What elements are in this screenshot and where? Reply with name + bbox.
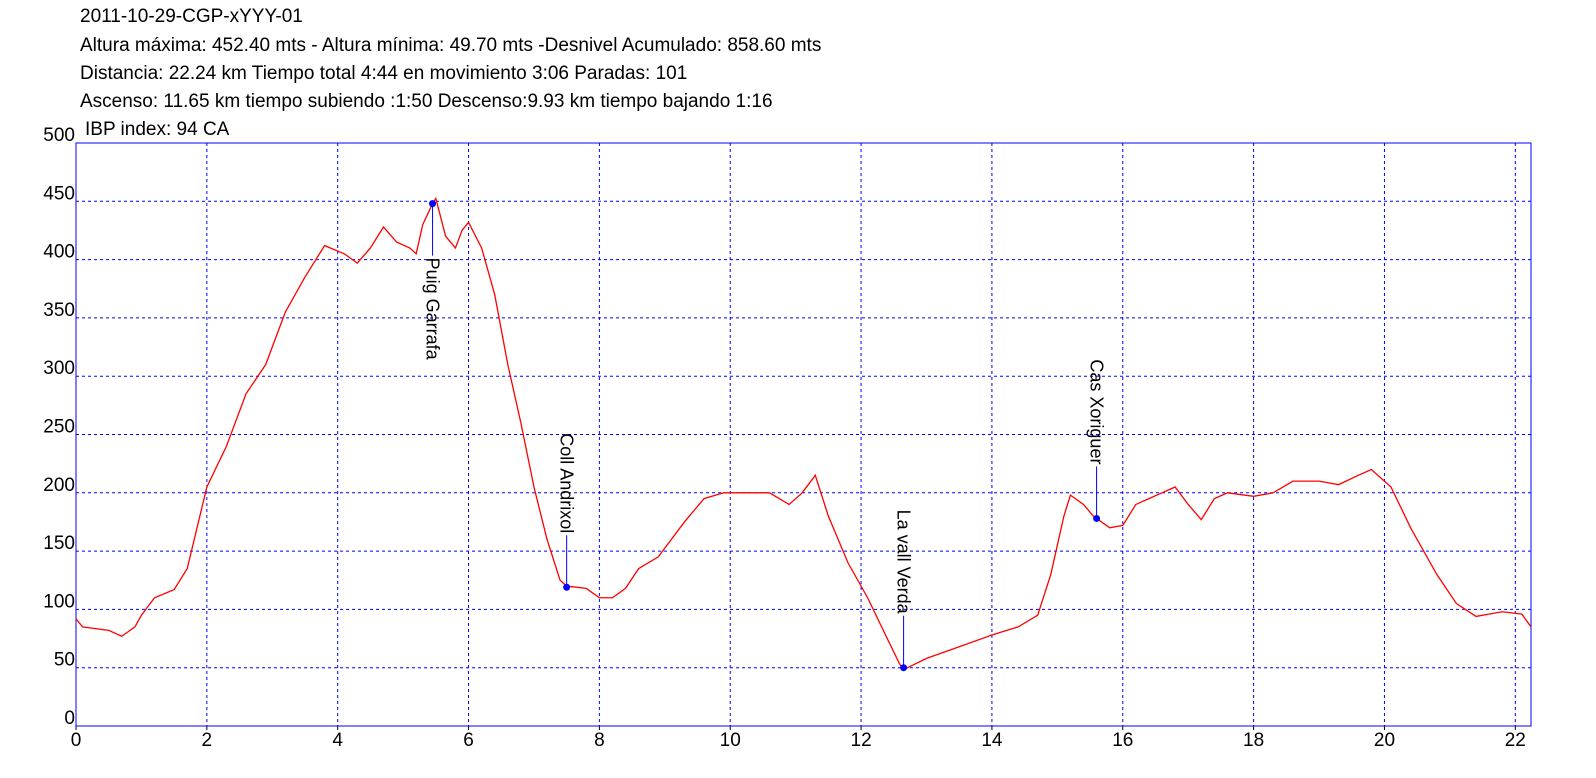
x-tick-label: 4 — [332, 730, 343, 751]
x-tick-label: 20 — [1374, 730, 1395, 751]
waypoint — [429, 200, 437, 208]
subtitle: Altura máxima: 452.40 mts - Altura mínim… — [80, 35, 821, 56]
subtitle: IBP index: 94 CA — [85, 119, 230, 140]
x-tick-label: 0 — [71, 730, 82, 751]
x-tick-label: 12 — [851, 730, 872, 751]
waypoint-label: Puig Garrafa — [423, 258, 443, 361]
subtitle: Ascenso: 11.65 km tiempo subiendo :1:50 … — [80, 91, 773, 112]
x-tick-label: 18 — [1243, 730, 1264, 751]
x-tick-label: 16 — [1112, 730, 1133, 751]
waypoint-label: Cas Xoriguer — [1087, 359, 1107, 464]
y-tick-label: 150 — [43, 533, 75, 554]
y-tick-label: 500 — [43, 125, 75, 146]
chart-title: 2011-10-29-CGP-xYYY-01 — [80, 6, 303, 27]
elevation-line — [75, 196, 1532, 669]
waypoint — [1093, 514, 1101, 522]
waypoint — [563, 583, 571, 591]
y-tick-label: 300 — [43, 358, 75, 379]
x-tick-label: 14 — [981, 730, 1003, 751]
subtitle: Distancia: 22.24 km Tiempo total 4:44 en… — [80, 63, 687, 84]
waypoint — [900, 664, 908, 672]
x-tick-label: 8 — [594, 730, 605, 751]
x-tick-label: 6 — [463, 730, 474, 751]
waypoint-label: Coll Andrixol — [557, 433, 577, 533]
x-tick-label: 10 — [720, 730, 741, 751]
y-tick-label: 50 — [54, 650, 75, 671]
waypoint-label: La vall Verda — [894, 510, 914, 615]
y-tick-label: 0 — [64, 708, 75, 729]
y-tick-label: 450 — [43, 183, 75, 204]
y-tick-label: 350 — [43, 300, 75, 321]
y-tick-label: 400 — [43, 242, 75, 263]
y-tick-label: 100 — [43, 591, 75, 612]
plot-border — [75, 142, 1532, 727]
x-tick-label: 22 — [1505, 730, 1526, 751]
y-tick-label: 250 — [43, 417, 75, 438]
x-tick-label: 2 — [202, 730, 213, 751]
y-tick-label: 200 — [43, 475, 75, 496]
